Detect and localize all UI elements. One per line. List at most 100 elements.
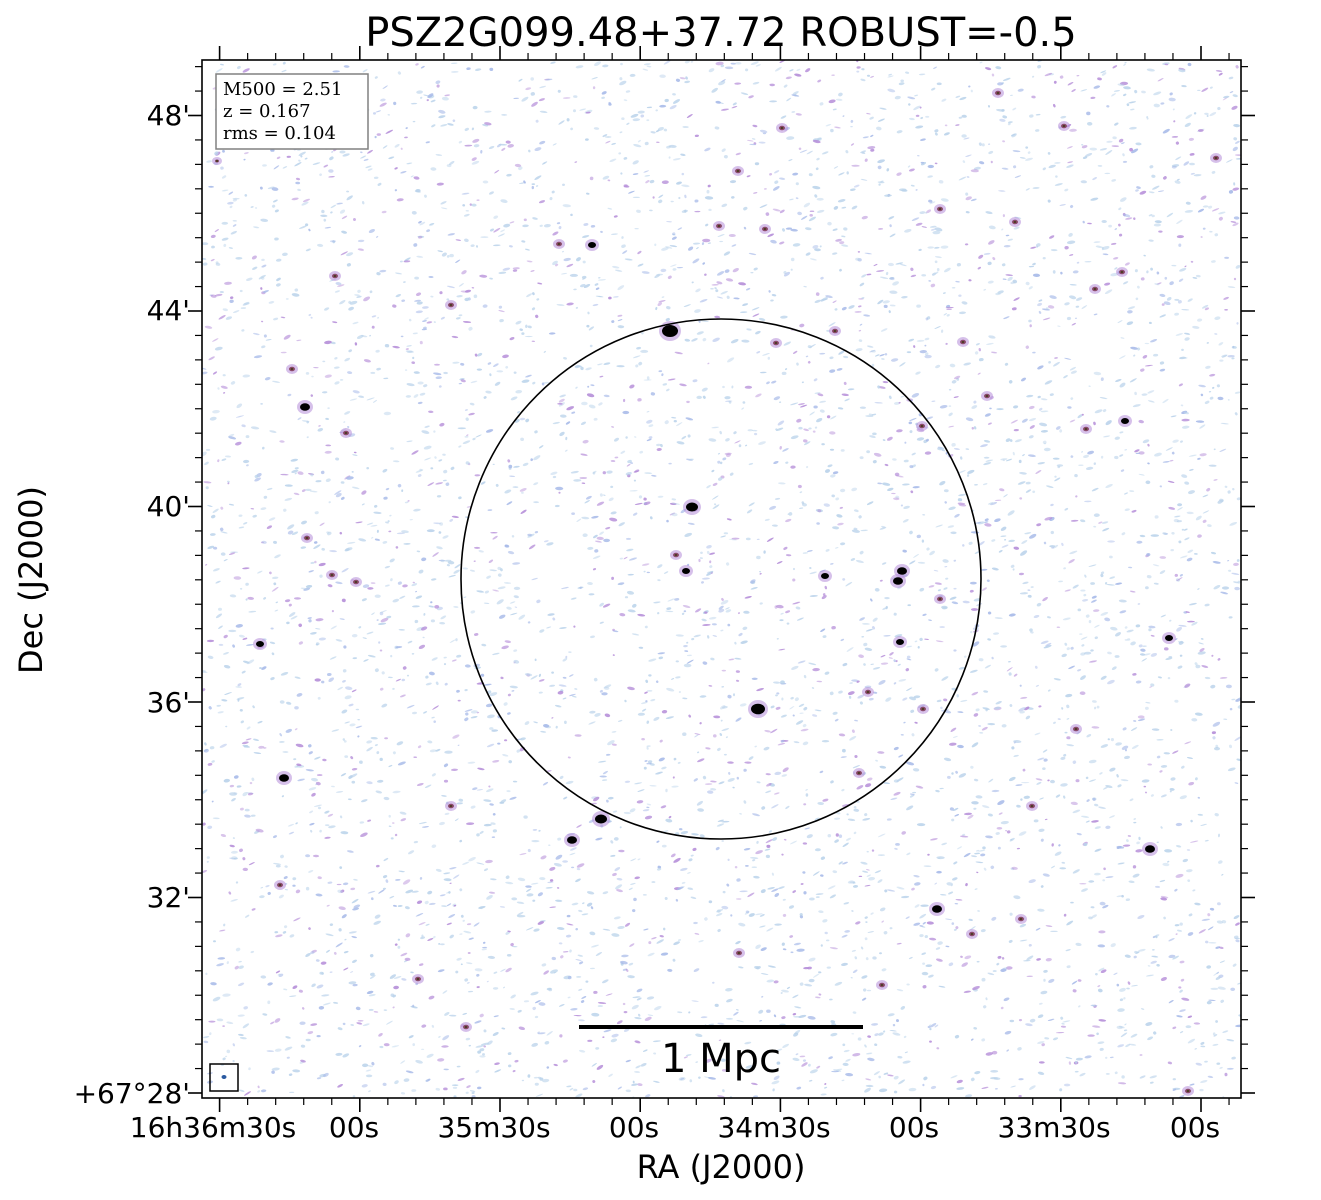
- noise-blob: [408, 1035, 414, 1039]
- noise-blob: [466, 822, 475, 826]
- noise-blob: [506, 954, 512, 957]
- noise-blob: [1127, 306, 1136, 310]
- noise-blob: [550, 471, 558, 476]
- noise-blob: [602, 1036, 605, 1039]
- noise-blob: [802, 741, 809, 746]
- noise-blob: [353, 904, 361, 909]
- noise-blob: [344, 695, 352, 700]
- noise-blob: [792, 91, 799, 95]
- noise-blob: [239, 848, 243, 853]
- noise-blob: [218, 643, 224, 646]
- noise-blob: [517, 411, 521, 414]
- noise-blob: [1211, 170, 1216, 174]
- noise-blob: [990, 865, 995, 870]
- noise-blob: [962, 600, 970, 604]
- noise-blob: [465, 1037, 471, 1041]
- noise-blob: [679, 383, 687, 387]
- noise-blob: [621, 236, 624, 239]
- noise-blob: [243, 459, 250, 464]
- noise-blob: [916, 534, 921, 539]
- noise-blob: [503, 582, 512, 584]
- noise-blob: [279, 440, 285, 443]
- noise-blob: [945, 918, 953, 921]
- noise-blob: [588, 721, 596, 725]
- noise-blob: [644, 472, 653, 474]
- noise-blob: [220, 531, 228, 534]
- noise-blob: [1028, 286, 1033, 290]
- noise-blob: [1165, 447, 1173, 451]
- noise-blob: [898, 82, 905, 86]
- noise-blob: [877, 854, 886, 856]
- noise-blob: [1133, 955, 1137, 959]
- noise-blob: [809, 213, 813, 217]
- noise-blob: [430, 601, 433, 604]
- noise-blob: [712, 981, 715, 984]
- noise-blob: [929, 201, 936, 205]
- noise-blob: [876, 270, 885, 272]
- noise-blob: [1132, 865, 1137, 869]
- noise-blob: [896, 130, 903, 134]
- noise-blob: [340, 773, 347, 777]
- noise-blob: [1124, 639, 1128, 641]
- noise-blob: [1083, 454, 1089, 459]
- noise-blob: [1062, 617, 1071, 621]
- noise-blob: [539, 877, 546, 881]
- noise-blob: [916, 304, 921, 308]
- noise-blob: [671, 502, 680, 505]
- noise-blob: [809, 571, 817, 575]
- noise-blob: [1041, 1043, 1045, 1047]
- noise-blob: [446, 903, 452, 907]
- noise-blob: [1130, 346, 1139, 350]
- noise-blob: [319, 173, 322, 177]
- noise-blob: [879, 276, 889, 279]
- noise-blob: [1035, 684, 1039, 687]
- noise-blob: [346, 252, 354, 257]
- noise-blob: [727, 357, 735, 363]
- noise-blob: [792, 890, 796, 894]
- noise-blob: [748, 913, 755, 917]
- noise-blob: [622, 1002, 626, 1006]
- noise-blob: [910, 184, 915, 187]
- noise-blob: [982, 846, 986, 850]
- noise-blob: [738, 922, 746, 927]
- noise-blob: [300, 155, 303, 158]
- noise-blob: [1186, 620, 1195, 623]
- noise-blob: [1104, 289, 1113, 295]
- noise-blob: [994, 518, 1001, 523]
- noise-blob: [300, 546, 307, 549]
- noise-blob: [803, 439, 808, 443]
- noise-blob: [1025, 281, 1030, 286]
- noise-blob: [241, 424, 246, 428]
- noise-blob: [415, 188, 421, 193]
- noise-blob: [1197, 651, 1206, 655]
- noise-blob: [1137, 914, 1145, 920]
- noise-blob: [223, 778, 230, 783]
- noise-blob: [454, 564, 461, 569]
- noise-blob: [1006, 830, 1011, 834]
- noise-blob: [479, 274, 488, 278]
- noise-blob: [1083, 593, 1087, 597]
- noise-blob: [229, 784, 235, 788]
- noise-blob: [1111, 93, 1116, 97]
- noise-blob: [548, 987, 553, 992]
- noise-blob: [537, 1032, 546, 1035]
- noise-blob: [948, 405, 952, 408]
- noise-blob: [226, 961, 229, 965]
- noise-blob: [1087, 450, 1095, 455]
- noise-blob: [874, 402, 883, 404]
- noise-blob: [997, 955, 1002, 959]
- noise-blob: [943, 489, 949, 493]
- noise-blob: [427, 938, 434, 941]
- noise-blob: [892, 281, 900, 286]
- noise-blob: [490, 822, 496, 825]
- noise-blob: [1097, 77, 1102, 81]
- noise-blob: [1042, 749, 1048, 753]
- noise-blob: [1122, 727, 1127, 731]
- noise-blob: [209, 416, 217, 421]
- noise-blob: [771, 524, 778, 527]
- noise-blob: [527, 325, 532, 329]
- noise-blob: [759, 573, 762, 575]
- noise-blob: [1231, 105, 1238, 110]
- noise-blob: [223, 392, 226, 394]
- noise-blob: [1019, 684, 1022, 687]
